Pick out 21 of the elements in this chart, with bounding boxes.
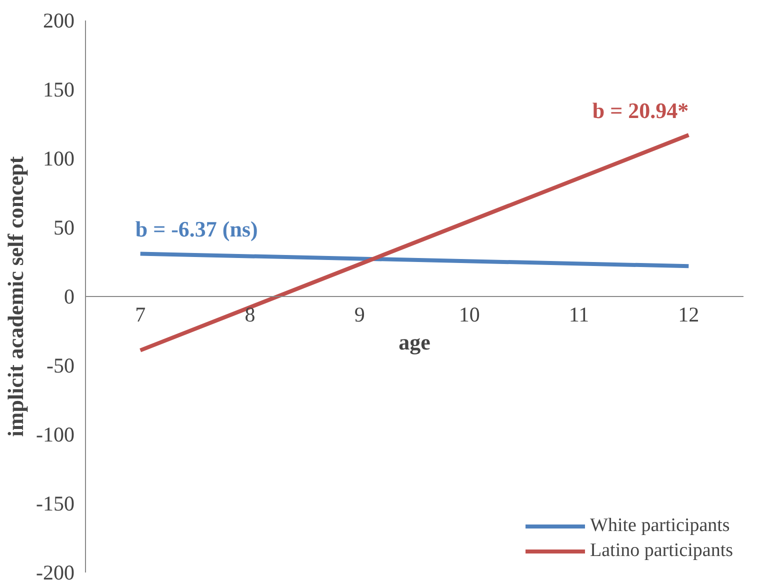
y-axis-title: implicit academic self concept (3, 156, 28, 437)
legend-label: Latino participants (590, 540, 733, 562)
x-tick-label: 7 (135, 302, 146, 326)
y-tick-label: 200 (43, 8, 74, 32)
y-tick-label: -100 (36, 422, 75, 446)
x-tick-label: 9 (354, 302, 365, 326)
y-tick-label: 0 (64, 284, 74, 308)
legend-label: White participants (590, 515, 730, 537)
x-tick-label: 11 (568, 302, 590, 326)
x-axis-title: age (398, 330, 431, 354)
x-tick-label: 10 (458, 302, 480, 326)
x-tick-label: 8 (244, 302, 256, 326)
y-tick-label: 50 (54, 216, 74, 240)
y-tick-label: 100 (43, 146, 74, 170)
y-tick-label: 150 (43, 78, 74, 102)
annotation: b = -6.37 (ns) (135, 216, 258, 242)
y-tick-label: -150 (36, 492, 75, 516)
y-tick-label: -50 (46, 354, 75, 378)
x-tick-label: 12 (678, 302, 700, 326)
y-tick-label: -200 (36, 560, 75, 582)
annotation: b = 20.94* (592, 98, 689, 124)
